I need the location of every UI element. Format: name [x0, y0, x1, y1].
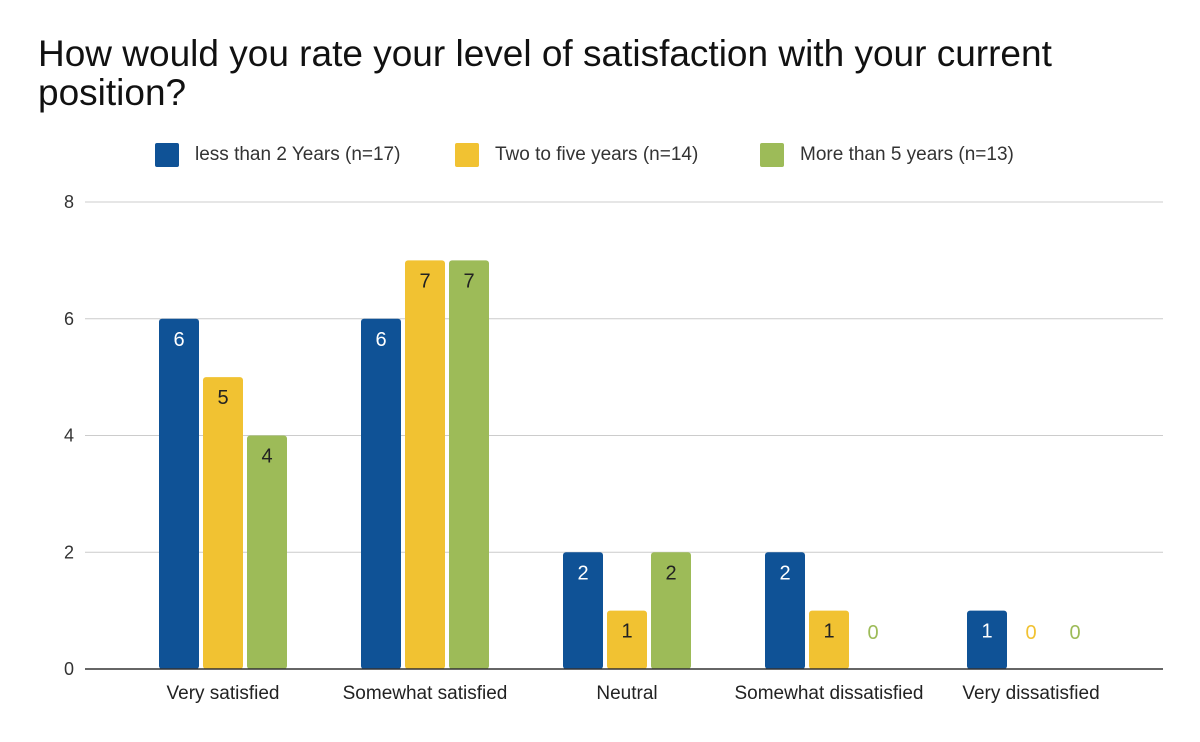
legend-label: More than 5 years (n=13)	[800, 144, 1014, 165]
bar	[809, 610, 849, 669]
y-tick-label: 6	[64, 309, 74, 329]
data-label: 1	[621, 621, 632, 643]
legend-item-more-than-5-years[interactable]: More than 5 years (n=13)	[760, 140, 1014, 170]
bar	[247, 435, 287, 669]
y-tick-label: 0	[64, 659, 74, 679]
data-label: 2	[577, 562, 588, 584]
y-tick-label: 8	[64, 192, 74, 212]
x-category-label: Very satisfied	[167, 683, 280, 704]
legend-swatch	[760, 143, 784, 167]
x-category-label: Very dissatisfied	[962, 683, 1099, 704]
bar	[563, 552, 603, 669]
data-label: 0	[867, 622, 878, 644]
bar	[607, 610, 647, 669]
bar	[361, 318, 401, 669]
x-category-label: Somewhat dissatisfied	[734, 683, 923, 704]
y-tick-label: 2	[64, 542, 74, 562]
legend-swatch	[155, 143, 179, 167]
data-label: 1	[981, 621, 992, 643]
data-label: 2	[665, 562, 676, 584]
data-label: 7	[419, 270, 430, 292]
data-label: 0	[1025, 622, 1036, 644]
data-label: 4	[261, 446, 272, 468]
bar	[651, 552, 691, 669]
bar	[159, 318, 199, 669]
bar	[203, 377, 243, 669]
legend-item-two-to-five-years[interactable]: Two to five years (n=14)	[455, 140, 698, 170]
bar	[449, 260, 489, 669]
bar	[967, 610, 1007, 669]
bar	[765, 552, 805, 669]
y-tick-label: 4	[64, 426, 74, 446]
x-category-label: Neutral	[596, 683, 657, 704]
data-label: 0	[1069, 622, 1080, 644]
legend-label: less than 2 Years (n=17)	[195, 144, 401, 165]
data-label: 5	[217, 387, 228, 409]
data-label: 6	[375, 329, 386, 351]
data-label: 6	[173, 329, 184, 351]
legend-label: Two to five years (n=14)	[495, 144, 699, 165]
data-label: 7	[463, 270, 474, 292]
chart-legend: less than 2 Years (n=17) Two to five yea…	[0, 140, 1200, 170]
legend-item-less-than-2-years[interactable]: less than 2 Years (n=17)	[155, 140, 400, 170]
data-label: 1	[823, 621, 834, 643]
chart-title: How would you rate your level of satisfa…	[38, 33, 1052, 113]
x-category-label: Somewhat satisfied	[343, 683, 508, 704]
legend-swatch	[455, 143, 479, 167]
data-label: 2	[779, 562, 790, 584]
bar	[405, 260, 445, 669]
